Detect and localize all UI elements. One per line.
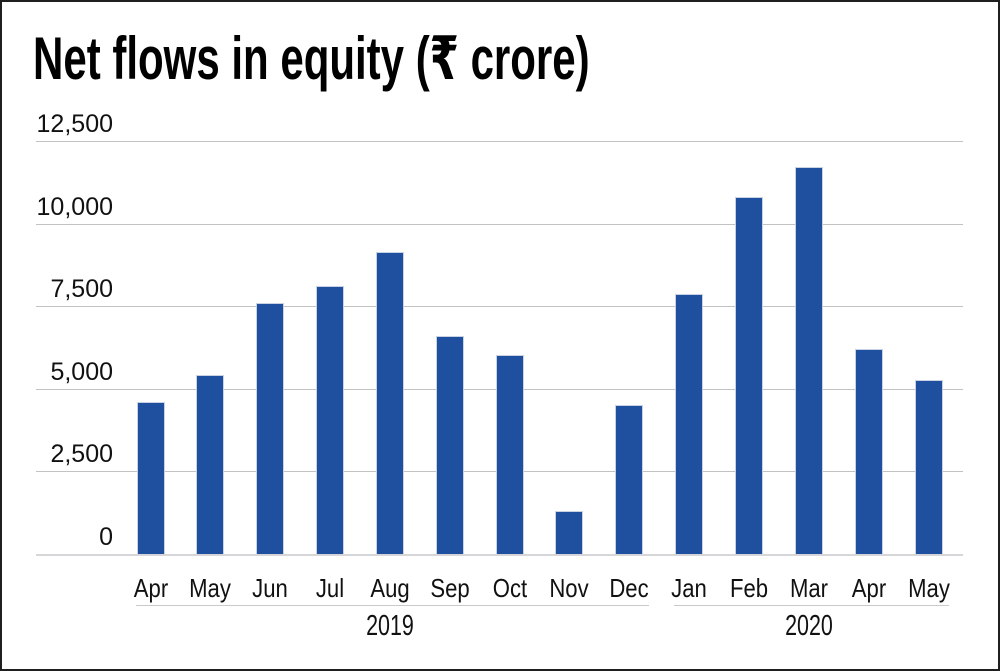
bar-jul-2019: [316, 285, 345, 554]
year-group-label-2019: 2019: [366, 610, 414, 642]
bar-dec-2019: [615, 405, 644, 554]
gridline-12500: [36, 141, 963, 142]
x-axis-label-0-apr: Apr: [133, 573, 168, 603]
x-axis-label-4-aug: Aug: [370, 573, 410, 603]
bar-apr-2019: [136, 401, 165, 554]
x-axis-label-10-feb: Feb: [729, 573, 769, 603]
bar-apr-2020: [854, 348, 883, 554]
bar-jun-2019: [256, 303, 285, 554]
gridline-0: [36, 554, 963, 556]
gridline-10000: [36, 224, 963, 225]
x-axis-label-3-jul: Jul: [315, 573, 345, 603]
bar-jan-2020: [675, 293, 704, 554]
bar-may-2019: [196, 375, 225, 554]
y-axis-label-5000: 5,000: [50, 358, 113, 386]
y-axis-label-10000: 10,000: [36, 193, 113, 221]
bar-oct-2019: [495, 354, 524, 554]
x-axis-label-11-mar: Mar: [789, 573, 828, 603]
x-axis-label-8-dec: Dec: [609, 573, 649, 603]
chart-title: Net flows in equity (₹ crore): [33, 25, 590, 92]
y-axis-label-7500: 7,500: [50, 275, 113, 303]
x-axis-label-13-may: May: [907, 573, 950, 603]
bar-nov-2019: [555, 510, 584, 554]
bar-mar-2020: [794, 166, 823, 554]
bar-may-2020: [914, 380, 943, 554]
gridline-7500: [36, 306, 963, 307]
bar-aug-2019: [375, 251, 404, 554]
x-axis-label-1-may: May: [189, 573, 232, 603]
x-axis-label-6-oct: Oct: [492, 573, 527, 603]
y-axis-label-12500: 12,500: [36, 110, 113, 138]
x-axis-label-5-sep: Sep: [430, 573, 470, 603]
y-axis-label-0: 0: [99, 523, 113, 551]
year-group-label-2020: 2020: [784, 610, 833, 642]
x-axis-label-12-apr: Apr: [851, 573, 886, 603]
bar-feb-2020: [735, 197, 764, 554]
year-group-line-2019: [135, 605, 650, 606]
year-group-line-2020: [674, 605, 949, 606]
x-axis-label-2-jun: Jun: [252, 573, 289, 603]
x-axis-label-9-jan: Jan: [671, 573, 707, 603]
y-axis-label-2500: 2,500: [50, 440, 113, 468]
bar-sep-2019: [435, 335, 464, 554]
x-axis-label-7-nov: Nov: [549, 573, 590, 603]
